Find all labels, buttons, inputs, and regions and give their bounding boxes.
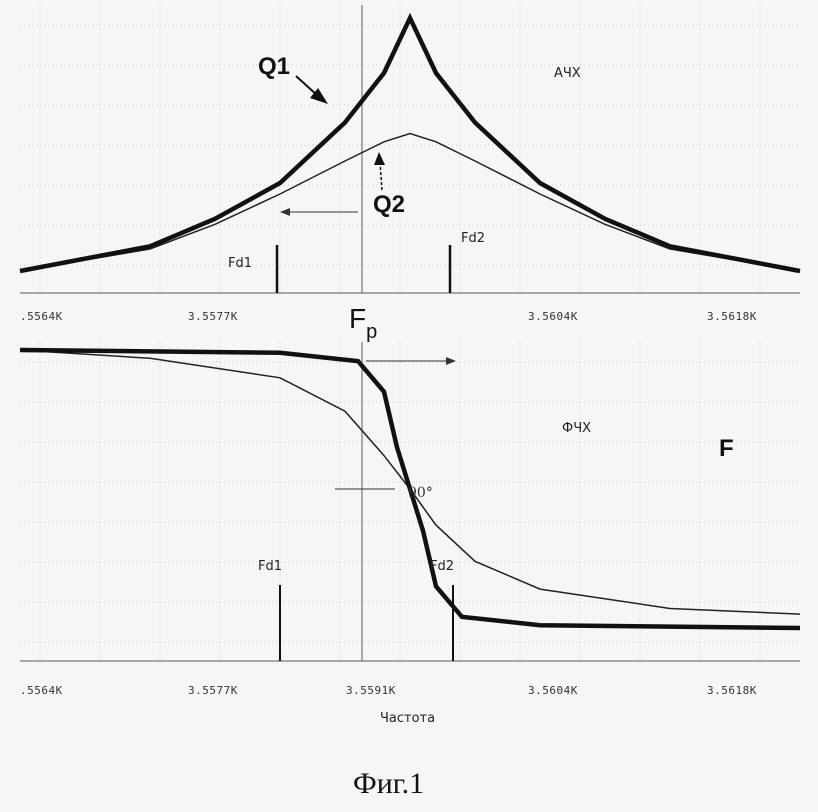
shift-left-arrowhead bbox=[280, 208, 290, 216]
q1-pointer-head bbox=[310, 88, 328, 104]
phase-side-label: F bbox=[719, 435, 734, 462]
q2-pointer-head bbox=[374, 152, 385, 165]
fp-main: F bbox=[349, 303, 366, 334]
amplitude-grid bbox=[20, 5, 800, 293]
phase-curve-q1 bbox=[19, 347, 801, 631]
amplitude-curve-q1 bbox=[19, 12, 801, 274]
phase-grid bbox=[20, 342, 800, 661]
q2-label: Q2 bbox=[373, 191, 405, 218]
phase-x-axis-label: Частота bbox=[380, 711, 435, 726]
phase-fd1-label: Fd1 bbox=[258, 559, 282, 574]
phase-tick-label: 3.5591K bbox=[346, 684, 396, 697]
amplitude-tick-label: 3.5577K bbox=[188, 310, 238, 323]
amplitude-tick-label: 3.5604K bbox=[528, 310, 578, 323]
amplitude-subtitle: АЧХ bbox=[554, 66, 581, 81]
resonance-frequency-label: Fp bbox=[349, 303, 377, 343]
phase-tick-label: .5564K bbox=[20, 684, 63, 697]
phase-fd2-label: Fd2 bbox=[430, 559, 454, 574]
amplitude-panel: Fd1 Fd2 Q1 Q2 АЧХ .5564K 3.5577K 3.5604K… bbox=[19, 5, 801, 323]
fp-sub: p bbox=[366, 321, 377, 343]
figure-caption: Фиг.1 bbox=[353, 767, 424, 800]
q2-pointer bbox=[379, 161, 383, 191]
amplitude-curve-q2 bbox=[19, 132, 801, 272]
ninety-degree-label: 90° bbox=[408, 485, 433, 501]
phase-tick-label: 3.5604K bbox=[528, 684, 578, 697]
amplitude-tick-label: 3.5618K bbox=[707, 310, 757, 323]
phase-tick-label: 3.5618K bbox=[707, 684, 757, 697]
q1-label: Q1 bbox=[258, 53, 290, 80]
phase-subtitle: ФЧХ bbox=[562, 421, 591, 436]
amplitude-tick-label: .5564K bbox=[20, 310, 63, 323]
amplitude-fd1-label: Fd1 bbox=[228, 256, 252, 271]
phase-tick-label: 3.5577K bbox=[188, 684, 238, 697]
phase-panel: 90° Fd1 Fd2 ФЧХ F .5564K 3.5577K 3.5591K… bbox=[19, 342, 801, 726]
shift-right-arrowhead bbox=[446, 357, 456, 365]
amplitude-fd2-label: Fd2 bbox=[461, 231, 485, 246]
